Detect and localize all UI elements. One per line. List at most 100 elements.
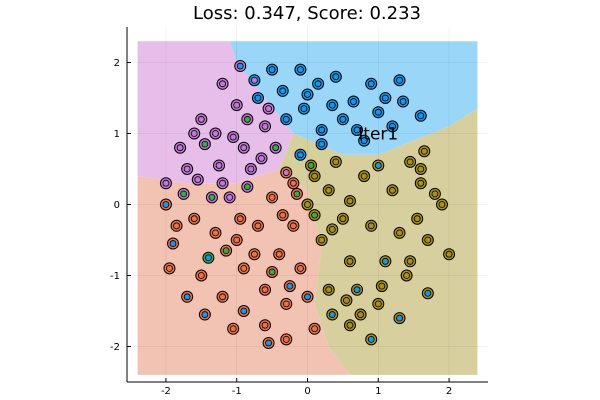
point-inner [378,282,386,290]
point-inner [176,144,184,152]
point-inner [314,80,322,88]
point-inner [275,250,283,258]
point-inner [311,325,318,333]
point-inner [268,193,276,201]
point-inner [268,66,276,73]
point-inner [304,293,311,301]
point-inner [243,183,251,191]
point-inner [325,286,333,294]
point-inner [261,286,269,294]
x-tick-label: 2 [446,386,452,397]
point-inner [254,94,262,102]
point-inner [406,257,414,265]
point-inner [240,264,248,272]
point-inner [367,222,375,230]
point-inner [332,73,340,81]
iteration-annotation: Iter1 [358,125,398,145]
point-inner [282,300,290,308]
point-inner [367,80,375,88]
point-inner [233,236,241,244]
point-inner [240,307,248,315]
point-inner [381,257,389,265]
point-inner [279,211,287,219]
point-inner [180,190,188,198]
point-inner [339,115,347,123]
point-inner [360,172,368,180]
point-inner [265,105,272,113]
point-inner [268,268,276,276]
point-inner [173,222,180,230]
point-inner [332,158,340,166]
point-inner [261,321,269,329]
point-inner [254,222,262,230]
point-inner [183,293,191,301]
point-inner [219,293,226,301]
point-inner [396,229,403,237]
point-inner [424,289,432,297]
point-inner [438,201,446,208]
point-inner [194,176,202,184]
point-inner [396,314,403,322]
point-inner [420,147,428,155]
point-inner [325,186,333,194]
point-inner [205,254,212,262]
x-tick-label: -1 [232,386,242,397]
point-inner [190,215,198,223]
point-inner [445,250,453,258]
point-inner [201,140,209,148]
point-inner [413,215,421,223]
point-inner [396,76,403,84]
point-inner [261,123,269,130]
point-inner [346,197,354,205]
point-inner [424,236,432,244]
point-inner [346,321,354,329]
point-inner [350,98,357,105]
point-inner [251,76,258,84]
point-inner [265,339,272,347]
point-inner [289,179,297,187]
point-inner [212,229,219,237]
point-inner [417,179,425,187]
decision-region-4 [279,108,478,375]
x-tick-label: 1 [375,386,381,397]
point-inner [233,101,241,109]
point-inner [183,165,191,173]
y-tick-label: 1 [114,129,120,140]
point-inner [162,201,170,208]
point-inner [215,162,223,169]
point-inner [297,66,304,73]
point-inner [240,144,248,152]
point-inner [258,154,265,162]
point-inner [374,108,382,116]
point-inner [367,335,375,343]
point-inner [272,144,280,152]
point-inner [201,311,209,318]
point-inner [328,225,336,233]
point-inner [353,126,361,134]
points [159,60,456,349]
y-tick-label: 0 [114,200,120,211]
point-inner [403,272,410,279]
point-inner [343,296,350,304]
point-inner [229,325,237,333]
point-inner [328,311,336,318]
point-inner [374,300,382,308]
point-inner [286,282,294,290]
point-inner [162,179,170,187]
point-inner [417,165,425,173]
x-tick-label: 0 [304,386,310,397]
point-inner [166,264,173,272]
point-inner [357,311,364,318]
point-inner [346,257,354,265]
point-inner [293,190,301,198]
point-inner [318,140,326,148]
point-inner [169,240,177,247]
point-inner [279,87,287,95]
point-inner [251,250,258,258]
point-inner [300,105,308,113]
point-inner [282,169,290,176]
point-inner [212,130,219,137]
point-inner [219,179,226,187]
point-inner [339,215,347,223]
